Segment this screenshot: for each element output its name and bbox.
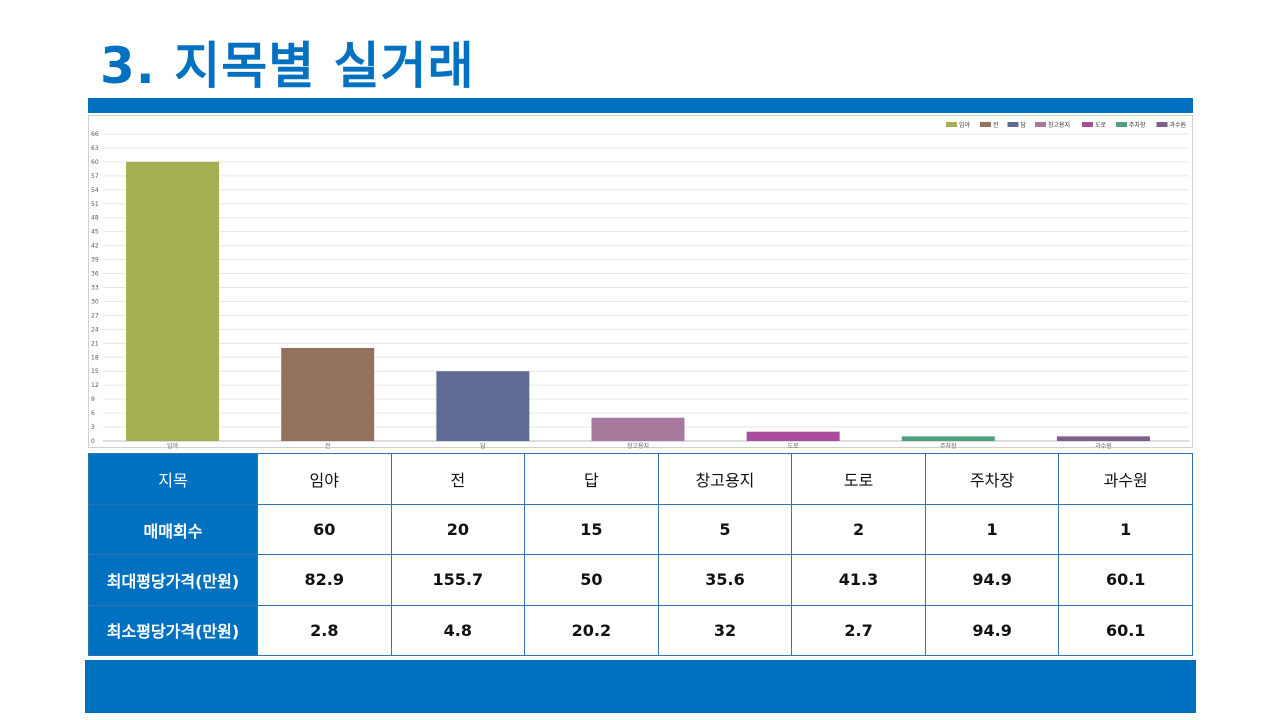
y-tick-label: 39 (91, 257, 99, 264)
legend-swatch (1035, 122, 1046, 127)
y-tick-label: 45 (91, 229, 99, 236)
table-cell: 주차장 (924, 453, 1060, 505)
y-tick-label: 30 (91, 298, 99, 305)
table-cell: 32 (657, 604, 793, 657)
legend-label: 전 (993, 121, 999, 129)
bar-1 (281, 347, 375, 441)
bar-2 (436, 371, 530, 441)
table-cell: 전 (390, 453, 526, 505)
y-tick-label: 15 (91, 368, 99, 375)
table-row: 최소평당가격(만원) 2.8 4.8 20.2 32 2.7 94.9 60.1 (88, 604, 1193, 657)
table-cell: 82.9 (257, 554, 392, 606)
x-tick-label: 창고용지 (627, 442, 649, 449)
bar-3 (591, 417, 685, 441)
table-cell: 60 (257, 503, 392, 556)
y-tick-label: 18 (91, 354, 99, 361)
y-tick-label: 33 (91, 285, 99, 292)
row-header: 지목 (88, 453, 258, 505)
table-row: 매매회수 60 20 15 5 2 1 1 (88, 503, 1193, 556)
table-cell: 2.7 (791, 604, 926, 657)
table-cell: 5 (657, 503, 793, 556)
legend-label: 창고용지 (1048, 121, 1070, 129)
x-tick-label: 도로 (788, 443, 800, 449)
bar-chart: 0 3 6 9 12 15 18 21 24 27 30 33 36 39 42 45 48 51 54 57 60 63… (88, 115, 1193, 449)
footer-bar (85, 660, 1196, 713)
table-row: 지목 임야 전 답 창고용지 도로 주차장 과수원 (88, 453, 1193, 505)
x-tick-label: 전 (325, 442, 331, 449)
table-cell: 20 (390, 503, 526, 556)
x-tick-label: 답 (480, 443, 486, 449)
y-tick-label: 63 (91, 145, 99, 152)
y-tick-label: 0 (91, 438, 95, 445)
y-tick-label: 12 (91, 382, 99, 389)
row-header: 최대평당가격(만원) (88, 554, 258, 606)
table-cell: 94.9 (924, 604, 1060, 657)
table-cell: 과수원 (1058, 453, 1193, 505)
bar-4 (746, 431, 840, 441)
y-tick-label: 57 (91, 173, 99, 180)
legend-label: 답 (1021, 122, 1027, 129)
table-cell: 도로 (791, 453, 926, 505)
legend-swatch (1116, 122, 1127, 127)
x-tick-label: 과수원 (1095, 442, 1112, 449)
x-tick-label: 주차장 (940, 442, 957, 449)
bar-chart-svg: 0369121518212427303336394245485154576063… (91, 121, 1189, 449)
table-cell: 94.9 (924, 554, 1060, 606)
table-cell: 2 (791, 503, 926, 556)
legend-label: 임야 (959, 121, 971, 129)
table-cell: 20.2 (524, 604, 659, 657)
legend-swatch (980, 122, 991, 127)
table-cell: 35.6 (657, 554, 793, 606)
table-cell: 41.3 (791, 554, 926, 606)
legend-swatch (1007, 122, 1019, 127)
legend-label: 도로 (1095, 122, 1107, 129)
table-cell: 창고용지 (657, 453, 793, 505)
y-tick-label: 24 (91, 326, 99, 333)
legend-swatch (1156, 122, 1168, 127)
table-cell: 155.7 (390, 554, 526, 606)
x-tick-label: 임야 (167, 442, 179, 449)
table-cell: 1 (1058, 503, 1193, 556)
y-tick-label: 21 (91, 340, 99, 347)
table-cell: 60.1 (1058, 554, 1193, 606)
legend-label: 주차장 (1129, 121, 1146, 129)
y-tick-label: 51 (91, 201, 99, 208)
table-cell: 답 (524, 453, 659, 505)
bar-5 (901, 436, 995, 441)
legend-swatch (946, 122, 957, 127)
y-tick-label: 54 (91, 187, 99, 194)
y-tick-label: 60 (91, 159, 99, 166)
bar-6 (1056, 436, 1150, 441)
y-tick-label: 9 (91, 396, 95, 403)
page-title: 3. 지목별 실거래 (100, 37, 475, 95)
table-cell: 임야 (257, 453, 392, 505)
table-row: 최대평당가격(만원) 82.9 155.7 50 35.6 41.3 94.9 60.1 (88, 554, 1193, 606)
table-cell: 2.8 (257, 604, 392, 657)
y-tick-label: 42 (91, 243, 99, 250)
y-tick-label: 36 (91, 271, 99, 278)
y-tick-label: 6 (91, 410, 95, 417)
land-type-table: 지목 임야 전 답 창고용지 도로 주차장 과수원 매매회수 60 20 15 5 2 1 1 최대평당가격(만… (88, 453, 1193, 657)
row-header: 최소평당가격(만원) (88, 604, 258, 657)
y-tick-label: 66 (91, 131, 99, 138)
y-tick-label: 48 (91, 215, 99, 222)
table-cell: 1 (924, 503, 1060, 556)
legend-label: 과수원 (1170, 121, 1187, 129)
row-header: 매매회수 (88, 503, 258, 556)
y-tick-label: 27 (91, 312, 99, 319)
legend-swatch (1082, 122, 1093, 127)
table-cell: 60.1 (1058, 604, 1193, 657)
table-cell: 15 (524, 503, 659, 556)
table-cell: 4.8 (390, 604, 526, 657)
title-underline-bar (88, 98, 1193, 113)
y-tick-label: 3 (91, 424, 95, 431)
bar-0 (126, 161, 220, 441)
table-cell: 50 (524, 554, 659, 606)
